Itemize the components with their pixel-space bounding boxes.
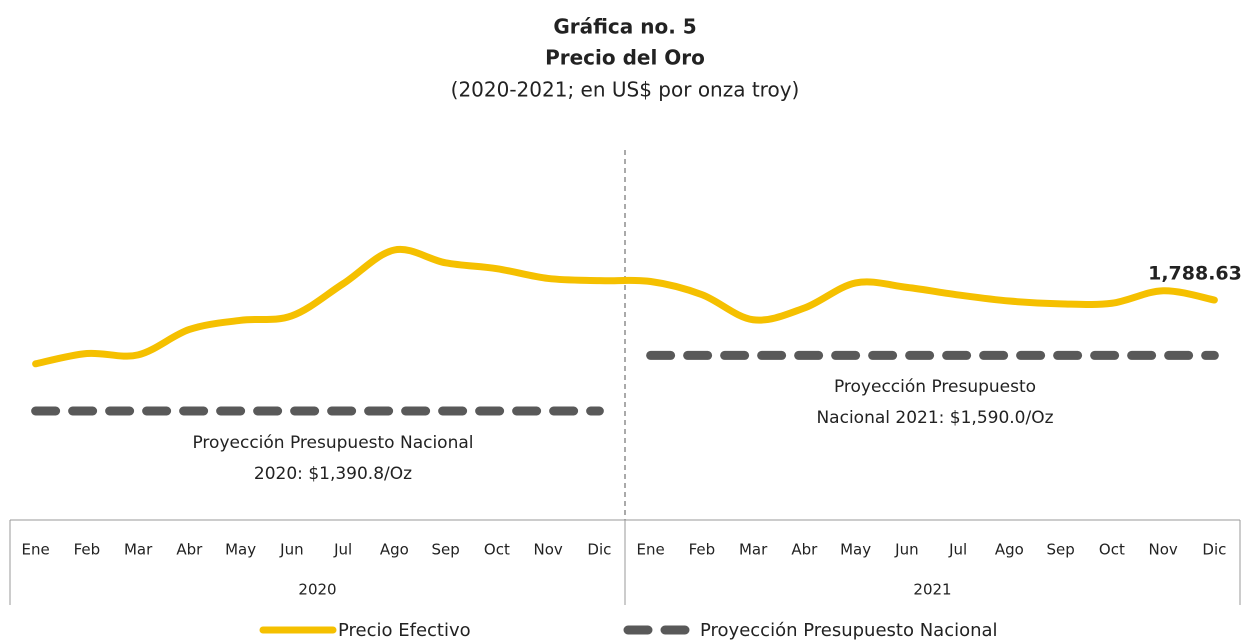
annotation: Proyección Presupuesto [834,377,1036,397]
x-tick-label: May [225,541,256,559]
x-tick-label: Mar [124,541,153,559]
annotation: 2020: $1,390.8/Oz [254,464,412,484]
annotation: Nacional 2021: $1,590.0/Oz [816,408,1053,428]
legend-label: Precio Efectivo [338,620,471,640]
chart-title: Gráfica no. 5 [553,15,696,39]
x-tick-label: Dic [587,541,611,559]
x-tick-label: Ago [995,541,1024,559]
x-tick-label: Nov [1148,541,1177,559]
x-tick-label: Feb [689,541,716,559]
chart-subtitle: (2020-2021; en US$ por onza troy) [451,78,800,102]
x-tick-label: Feb [74,541,101,559]
x-tick-label: Jul [948,541,967,559]
chart-subtitle: Precio del Oro [545,46,705,70]
x-tick-label: May [840,541,871,559]
x-tick-label: Ago [380,541,409,559]
x-tick-label: Jun [279,541,303,559]
x-tick-label: Oct [484,541,510,559]
x-group-label: 2021 [913,581,951,599]
x-tick-label: Oct [1099,541,1125,559]
legend-label: Proyección Presupuesto Nacional [700,620,998,640]
x-tick-label: Sep [431,541,459,559]
x-tick-label: Dic [1202,541,1226,559]
x-tick-label: Jun [894,541,918,559]
x-tick-label: Nov [533,541,562,559]
x-tick-label: Ene [637,541,665,559]
annotation: Proyección Presupuesto Nacional [192,433,473,453]
data-label: 1,788.63 [1148,263,1242,285]
x-tick-label: Abr [791,541,818,559]
x-tick-label: Jul [333,541,352,559]
x-tick-label: Mar [739,541,768,559]
x-tick-label: Abr [176,541,203,559]
x-group-label: 2020 [298,581,336,599]
x-tick-label: Ene [22,541,50,559]
x-tick-label: Sep [1046,541,1074,559]
price-line [32,245,1218,368]
